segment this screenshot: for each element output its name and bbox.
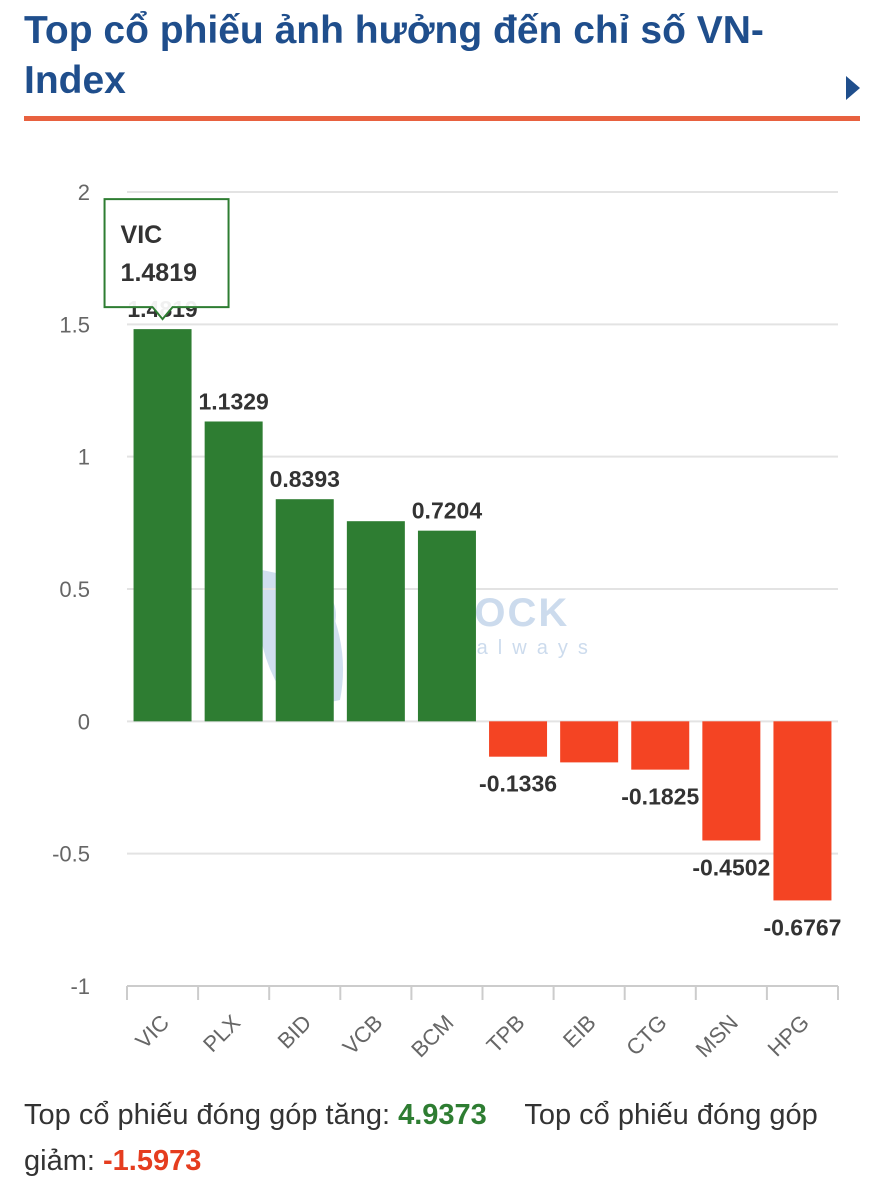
y-tick-label: 1 xyxy=(78,445,90,470)
y-tick-label: 1.5 xyxy=(59,312,90,337)
x-tick-label: PLX xyxy=(198,1010,245,1057)
data-label-bcm: 0.7204 xyxy=(412,498,483,524)
summary: Top cổ phiếu đóng góp tăng: 4.9373 Top c… xyxy=(24,1092,864,1184)
x-tick-label: VCB xyxy=(338,1010,388,1060)
bar-vic[interactable] xyxy=(133,329,192,722)
y-axis: 2 1.5 1 0.5 0 -0.5 -1 xyxy=(52,180,90,999)
y-tick-label: 0.5 xyxy=(59,577,90,602)
x-tick-label: TPB xyxy=(482,1010,530,1058)
bar-bcm[interactable] xyxy=(417,530,476,722)
up-summary-label: Top cổ phiếu đóng góp tăng: xyxy=(24,1099,391,1131)
data-label-ctg: -0.1825 xyxy=(621,784,699,810)
page-title: Top cổ phiếu ảnh hưởng đến chỉ số VN-Ind… xyxy=(24,9,764,102)
y-tick-label: -0.5 xyxy=(52,842,90,867)
x-tick-label: BID xyxy=(273,1010,317,1054)
header: Top cổ phiếu ảnh hưởng đến chỉ số VN-Ind… xyxy=(24,6,860,106)
data-label-bid: 0.8393 xyxy=(270,466,340,492)
caret-right-icon[interactable] xyxy=(846,76,860,100)
bars xyxy=(133,329,832,901)
title-divider xyxy=(24,116,860,121)
bar-bid[interactable] xyxy=(275,499,334,722)
down-summary-value: -1.5973 xyxy=(102,1145,202,1177)
tooltip-value: 1.4819 xyxy=(121,259,197,287)
bar-plx[interactable] xyxy=(204,421,263,722)
bar-tpb[interactable] xyxy=(489,721,548,757)
data-label-msn: -0.4502 xyxy=(692,854,770,880)
y-tick-label: -1 xyxy=(70,974,90,999)
down-summary-label: Top cổ phiếu đóng góp giảm: xyxy=(24,1099,818,1177)
x-tick-label: MSN xyxy=(691,1010,743,1062)
tooltip-box xyxy=(103,198,230,321)
data-label-hpg: -0.6767 xyxy=(763,914,841,940)
x-tick-label: CTG xyxy=(621,1010,672,1061)
tooltip: VIC 1.4819 xyxy=(103,198,230,321)
y-tick-label: 2 xyxy=(78,180,90,205)
x-tick-label: BCM xyxy=(406,1010,458,1062)
y-tick-label: 0 xyxy=(78,709,90,734)
bar-vcb[interactable] xyxy=(346,521,405,722)
contribution-bar-chart: STOCK sh always 21.510.50-0.5-1 1.48191.… xyxy=(52,180,843,1062)
data-label-plx: 1.1329 xyxy=(198,388,268,414)
x-axis: VIC PLX BID VCB BCM TPB EIB CTG MSN HPG xyxy=(126,985,839,1062)
bar-msn[interactable] xyxy=(702,721,761,841)
bar-ctg[interactable] xyxy=(631,721,690,770)
up-summary-value: 4.9373 xyxy=(398,1099,487,1131)
x-tick-label: EIB xyxy=(558,1010,601,1053)
data-label-tpb: -0.1336 xyxy=(479,771,557,797)
bar-eib[interactable] xyxy=(560,721,619,763)
bar-hpg[interactable] xyxy=(773,721,832,901)
tooltip-name: VIC xyxy=(121,221,163,249)
x-tick-label: VIC xyxy=(130,1010,174,1054)
x-tick-label: HPG xyxy=(763,1010,814,1061)
